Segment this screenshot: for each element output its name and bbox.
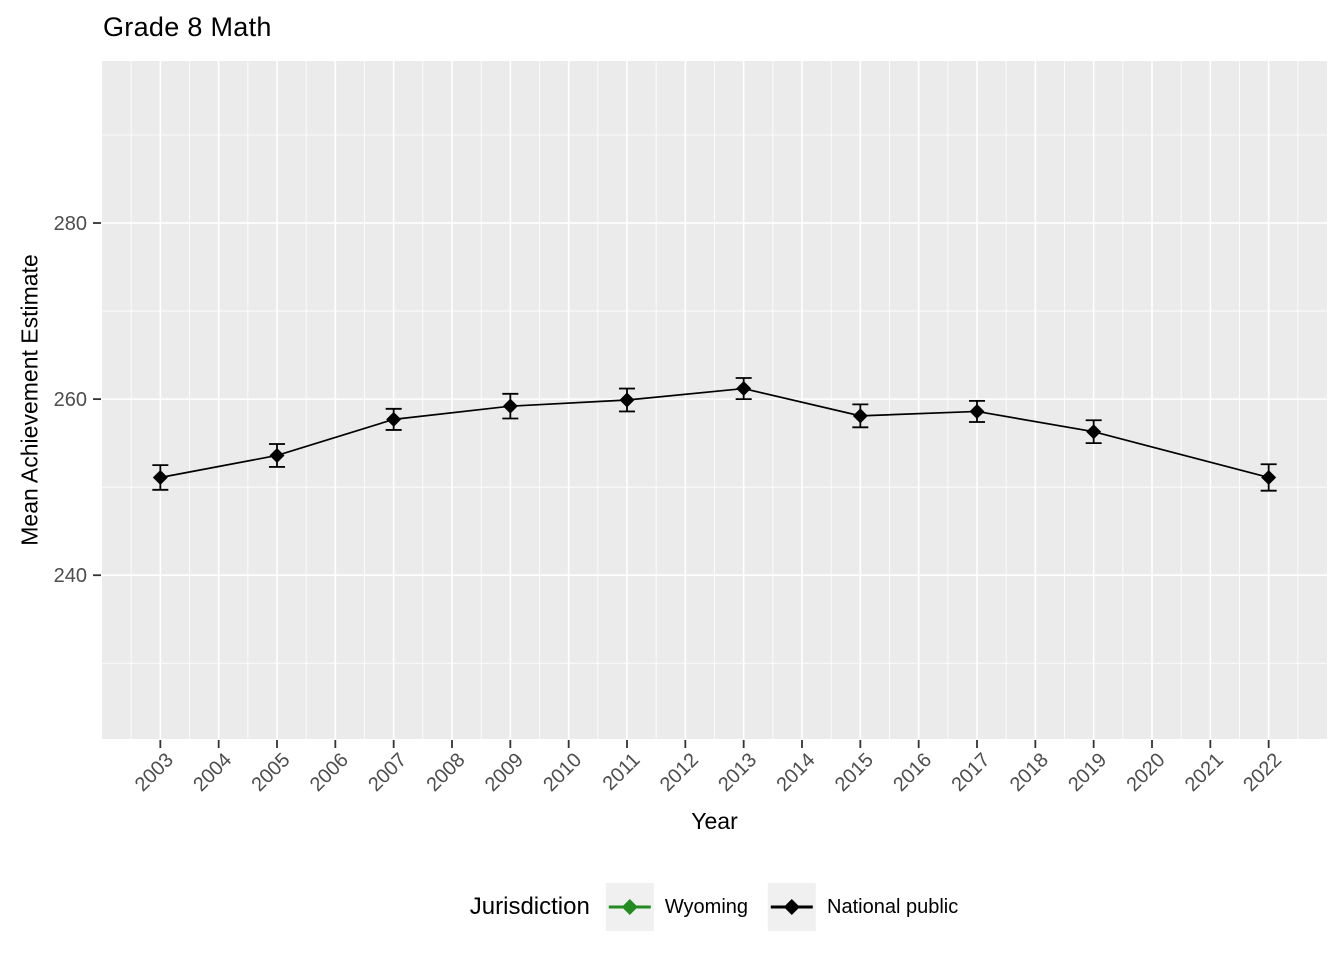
x-tick-label: 2008 bbox=[423, 749, 470, 796]
x-tick-label: 2005 bbox=[248, 749, 295, 796]
chart-title: Grade 8 Math bbox=[103, 12, 272, 42]
x-tick-label: 2018 bbox=[1006, 749, 1053, 796]
data-point bbox=[1086, 424, 1102, 440]
legend-item-wyoming: Wyoming bbox=[605, 883, 768, 931]
x-tick-label: 2019 bbox=[1064, 749, 1111, 796]
axis-ticks bbox=[93, 222, 1270, 748]
legend-label-wyoming: Wyoming bbox=[664, 895, 749, 918]
legend-items: Wyoming National public bbox=[605, 883, 958, 931]
data-point bbox=[386, 411, 402, 427]
series-line-national-public bbox=[160, 387, 1269, 479]
legend-glyph-wyoming bbox=[608, 899, 651, 915]
legend-title: Jurisdiction bbox=[469, 893, 590, 920]
y-tick-label: 280 bbox=[54, 213, 87, 235]
x-tick-label: 2004 bbox=[189, 749, 236, 796]
legend-label-national-public: National public bbox=[827, 895, 959, 918]
y-tick-labels: 240 260 280 bbox=[54, 213, 87, 587]
data-point bbox=[1261, 469, 1277, 485]
x-tick-label: 2016 bbox=[889, 749, 936, 796]
data-point bbox=[969, 403, 985, 419]
legend-item-national-public: National public bbox=[768, 883, 958, 931]
x-tick-label: 2014 bbox=[773, 749, 820, 796]
x-tick-label: 2021 bbox=[1181, 749, 1228, 796]
x-tick-label: 2009 bbox=[481, 749, 528, 796]
x-tick-label: 2022 bbox=[1239, 749, 1286, 796]
x-tick-label: 2013 bbox=[714, 749, 761, 796]
y-tick-label: 240 bbox=[54, 565, 87, 587]
data-point bbox=[852, 408, 868, 424]
x-tick-label: 2007 bbox=[364, 749, 411, 796]
x-tick-label: 2010 bbox=[539, 749, 586, 796]
legend-key-wyoming bbox=[605, 883, 654, 931]
y-axis-title: Mean Achievement Estimate bbox=[16, 254, 43, 546]
y-tick-label: 260 bbox=[54, 389, 87, 411]
x-tick-labels: 2003 2004 2005 2006 2007 2008 2009 2010 2011 2012… bbox=[131, 749, 1286, 796]
legend: Jurisdiction Wyoming National public bbox=[470, 882, 958, 932]
x-axis-title: Year bbox=[691, 808, 738, 834]
x-tick-label: 2006 bbox=[306, 749, 353, 796]
gridlines-major bbox=[102, 61, 1327, 739]
x-tick-label: 2003 bbox=[131, 749, 178, 796]
legend-key-national-public bbox=[768, 883, 817, 931]
data-point bbox=[619, 392, 635, 408]
data-point bbox=[269, 447, 285, 463]
data-point bbox=[502, 398, 518, 414]
legend-glyph-national-public bbox=[771, 899, 814, 915]
data-point bbox=[152, 469, 168, 485]
gridlines-minor bbox=[102, 61, 1327, 739]
data-point bbox=[736, 381, 752, 397]
x-tick-label: 2020 bbox=[1123, 749, 1170, 796]
series-national-public bbox=[152, 377, 1277, 492]
x-tick-label: 2012 bbox=[656, 749, 703, 796]
x-tick-label: 2015 bbox=[831, 749, 878, 796]
x-tick-label: 2011 bbox=[599, 749, 645, 795]
x-tick-label: 2017 bbox=[948, 749, 995, 796]
